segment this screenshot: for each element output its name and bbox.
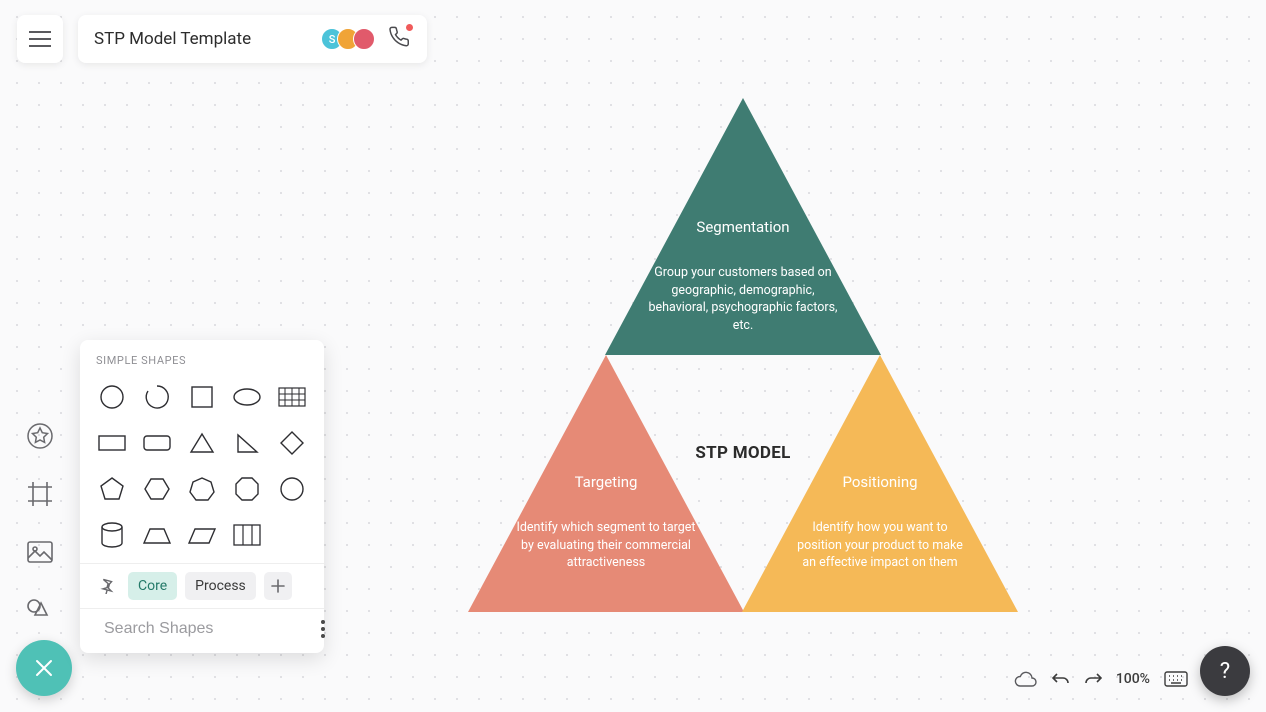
positioning-title: Positioning xyxy=(790,473,970,491)
plus-icon xyxy=(271,579,285,593)
keyboard-icon xyxy=(1164,671,1188,687)
shapes-panel-header: SIMPLE SHAPES xyxy=(80,340,324,377)
segmentation-text: Segmentation Group your customers based … xyxy=(643,218,843,334)
stp-diagram[interactable]: STP MODEL Segmentation Group your custom… xyxy=(468,98,1018,612)
shape-trapezoid[interactable] xyxy=(139,517,176,553)
star-circle-icon xyxy=(26,422,54,450)
shape-grid xyxy=(80,377,324,563)
pin-button[interactable] xyxy=(92,572,120,600)
shape-search-row xyxy=(80,608,324,653)
undo-icon xyxy=(1052,672,1070,686)
shapes-tool-button[interactable] xyxy=(24,420,56,452)
frame-icon xyxy=(27,481,53,507)
segmentation-title: Segmentation xyxy=(643,218,843,236)
shape-ellipse[interactable] xyxy=(228,379,265,415)
shape-decagon[interactable] xyxy=(273,471,310,507)
image-tool-button[interactable] xyxy=(24,536,56,568)
hamburger-icon xyxy=(29,31,51,47)
avatar[interactable] xyxy=(353,28,375,50)
shape-hexagon[interactable] xyxy=(139,471,176,507)
close-panel-button[interactable] xyxy=(16,640,72,696)
title-bar-actions: S xyxy=(321,26,411,52)
targeting-body: Identify which segment to target by eval… xyxy=(516,519,696,572)
targeting-title: Targeting xyxy=(516,473,696,491)
segmentation-body: Group your customers based on geographic… xyxy=(643,264,843,334)
help-button[interactable]: ? xyxy=(1200,646,1250,696)
shape-octagon[interactable] xyxy=(228,471,265,507)
shape-combo-button[interactable] xyxy=(24,594,56,626)
shape-circle[interactable] xyxy=(94,379,131,415)
shape-right-triangle[interactable] xyxy=(228,425,265,461)
add-tab-button[interactable] xyxy=(264,572,292,600)
shape-grid-table[interactable] xyxy=(273,379,310,415)
pin-icon xyxy=(98,578,114,594)
shape-cylinder[interactable] xyxy=(94,517,131,553)
help-icon: ? xyxy=(1220,659,1230,684)
positioning-body: Identify how you want to position your p… xyxy=(790,519,970,572)
shape-pentagon[interactable] xyxy=(94,471,131,507)
cloud-sync-button[interactable] xyxy=(1014,670,1038,688)
shape-square[interactable] xyxy=(184,379,221,415)
shapes-panel: SIMPLE SHAPES Core Process xyxy=(80,340,324,653)
main-menu-button[interactable] xyxy=(17,15,63,63)
document-title-bar: STP Model Template S xyxy=(78,15,427,63)
frame-tool-button[interactable] xyxy=(24,478,56,510)
shape-rectangle[interactable] xyxy=(94,425,131,461)
shape-arc[interactable] xyxy=(139,379,176,415)
positioning-text: Positioning Identify how you want to pos… xyxy=(790,473,970,572)
tab-process[interactable]: Process xyxy=(185,572,256,600)
shape-triangle[interactable] xyxy=(184,425,221,461)
search-more-button[interactable] xyxy=(321,620,325,638)
notification-dot xyxy=(406,24,413,31)
tab-core[interactable]: Core xyxy=(128,572,177,600)
shape-category-tabs: Core Process xyxy=(80,563,324,608)
image-icon xyxy=(27,541,53,563)
shape-parallelogram[interactable] xyxy=(184,517,221,553)
shape-rounded-rect[interactable] xyxy=(139,425,176,461)
shape-heptagon[interactable] xyxy=(184,471,221,507)
call-button[interactable] xyxy=(389,26,411,52)
redo-button[interactable] xyxy=(1084,672,1102,686)
shapes-combo-icon xyxy=(26,597,54,623)
undo-button[interactable] xyxy=(1052,672,1070,686)
shape-search-input[interactable] xyxy=(104,620,311,638)
close-icon xyxy=(35,659,53,677)
shape-table[interactable] xyxy=(228,517,265,553)
diagram-center-label: STP MODEL xyxy=(468,443,1018,463)
targeting-text: Targeting Identify which segment to targ… xyxy=(516,473,696,572)
keyboard-button[interactable] xyxy=(1164,671,1188,687)
zoom-level[interactable]: 100% xyxy=(1116,671,1150,687)
shape-empty xyxy=(273,517,310,553)
left-toolbar xyxy=(24,420,56,626)
collaborator-avatars[interactable]: S xyxy=(321,28,375,50)
redo-icon xyxy=(1084,672,1102,686)
cloud-icon xyxy=(1014,670,1038,688)
shape-diamond[interactable] xyxy=(273,425,310,461)
document-title[interactable]: STP Model Template xyxy=(94,29,251,49)
bottom-right-toolbar: 100% xyxy=(1014,670,1188,688)
